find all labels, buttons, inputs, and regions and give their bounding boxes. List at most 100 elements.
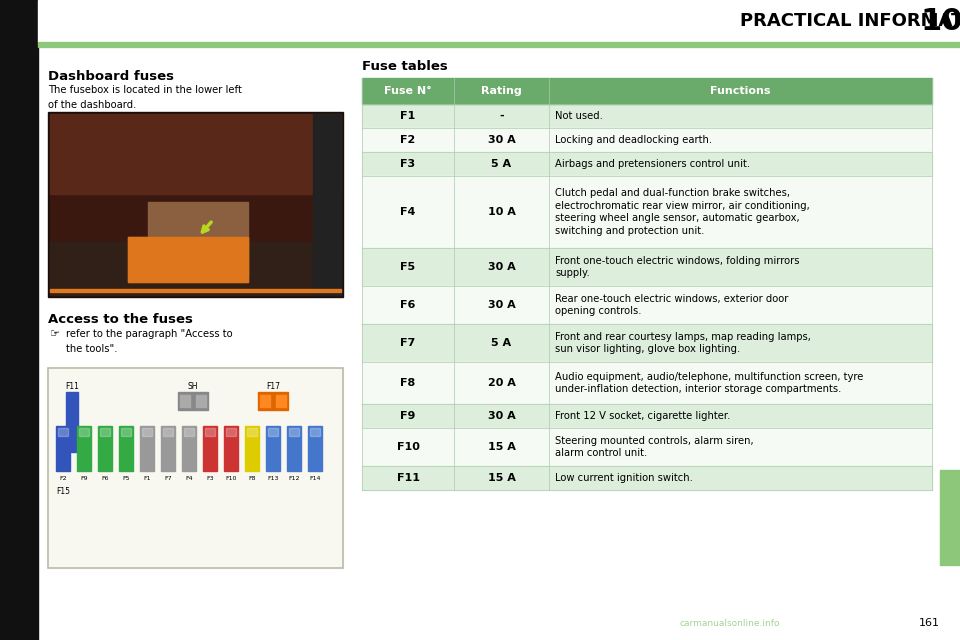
Bar xyxy=(77,426,91,471)
Text: Front and rear courtesy lamps, map reading lamps,
sun visor lighting, glove box : Front and rear courtesy lamps, map readi… xyxy=(555,332,811,355)
Bar xyxy=(362,248,454,286)
Bar xyxy=(245,426,259,471)
Bar xyxy=(454,428,549,466)
Text: 15 A: 15 A xyxy=(488,473,516,483)
Bar xyxy=(121,428,131,436)
Bar xyxy=(268,428,278,436)
Text: Fuse N°: Fuse N° xyxy=(384,86,432,96)
Text: refer to the paragraph "Access to
the tools".: refer to the paragraph "Access to the to… xyxy=(66,329,232,354)
Text: F10: F10 xyxy=(396,442,420,452)
Bar xyxy=(128,237,248,282)
Bar xyxy=(58,428,68,436)
Bar xyxy=(454,152,549,176)
Bar xyxy=(313,114,341,295)
Text: 30 A: 30 A xyxy=(488,135,516,145)
Bar xyxy=(140,426,154,471)
Bar xyxy=(163,428,173,436)
Text: ☞: ☞ xyxy=(50,329,60,339)
Bar xyxy=(549,152,932,176)
Bar xyxy=(362,176,454,248)
Bar xyxy=(454,248,549,286)
Bar xyxy=(549,428,932,466)
Bar xyxy=(549,248,932,286)
Bar xyxy=(48,368,343,568)
Bar xyxy=(48,368,343,568)
Text: F11: F11 xyxy=(396,473,420,483)
Text: PRACTICAL INFORMATION: PRACTICAL INFORMATION xyxy=(740,12,960,30)
Bar xyxy=(180,395,190,407)
Text: The fusebox is located in the lower left
of the dashboard.: The fusebox is located in the lower left… xyxy=(48,85,242,110)
Bar xyxy=(454,466,549,490)
Text: F2: F2 xyxy=(400,135,416,145)
Text: F4: F4 xyxy=(185,476,193,481)
Text: 10: 10 xyxy=(921,6,960,35)
Bar xyxy=(940,470,960,565)
Bar xyxy=(362,152,454,176)
Bar xyxy=(276,395,286,407)
Bar xyxy=(549,78,932,104)
Bar xyxy=(549,128,932,152)
Bar xyxy=(184,428,194,436)
Bar xyxy=(258,392,288,410)
Text: F10: F10 xyxy=(226,476,237,481)
Text: F14: F14 xyxy=(309,476,321,481)
Bar xyxy=(119,426,133,471)
Text: Steering mounted controls, alarm siren,
alarm control unit.: Steering mounted controls, alarm siren, … xyxy=(555,436,754,458)
Text: Low current ignition switch.: Low current ignition switch. xyxy=(555,473,693,483)
Text: Airbags and pretensioners control unit.: Airbags and pretensioners control unit. xyxy=(555,159,750,169)
Bar xyxy=(79,428,89,436)
Bar xyxy=(0,0,960,42)
Bar xyxy=(247,428,257,436)
Text: F1: F1 xyxy=(143,476,151,481)
Bar xyxy=(549,404,932,428)
Text: Audio equipment, audio/telephone, multifunction screen, tyre
under-inflation det: Audio equipment, audio/telephone, multif… xyxy=(555,372,863,394)
Bar xyxy=(362,404,454,428)
Bar xyxy=(454,404,549,428)
Bar xyxy=(50,289,341,292)
Text: 5 A: 5 A xyxy=(492,338,512,348)
Text: carmanualsonline.info: carmanualsonline.info xyxy=(680,619,780,628)
Bar xyxy=(161,426,175,471)
Text: F4: F4 xyxy=(400,207,416,217)
Bar xyxy=(38,42,960,47)
Bar xyxy=(454,104,549,128)
Text: 15 A: 15 A xyxy=(488,442,516,452)
Text: F6: F6 xyxy=(101,476,108,481)
Bar xyxy=(362,466,454,490)
Bar xyxy=(50,114,341,295)
Text: F9: F9 xyxy=(81,476,87,481)
Text: Fuse tables: Fuse tables xyxy=(362,60,447,73)
Bar xyxy=(128,237,248,282)
Bar xyxy=(308,426,322,471)
Bar xyxy=(56,426,70,471)
Text: 30 A: 30 A xyxy=(488,411,516,421)
Bar xyxy=(182,426,196,471)
Bar xyxy=(48,112,343,297)
Bar xyxy=(38,0,960,42)
Bar xyxy=(549,286,932,324)
Text: F1: F1 xyxy=(400,111,416,121)
Bar xyxy=(549,324,932,362)
Bar xyxy=(362,78,454,104)
Bar xyxy=(362,428,454,466)
Bar xyxy=(0,0,38,640)
Bar xyxy=(66,392,78,452)
Text: 5 A: 5 A xyxy=(492,159,512,169)
Text: F7: F7 xyxy=(400,338,416,348)
Bar xyxy=(362,104,454,128)
Text: F8: F8 xyxy=(400,378,416,388)
Text: F9: F9 xyxy=(400,411,416,421)
Text: 30 A: 30 A xyxy=(488,262,516,272)
Text: F5: F5 xyxy=(400,262,416,272)
Text: 30 A: 30 A xyxy=(488,300,516,310)
Text: F3: F3 xyxy=(206,476,214,481)
Text: F2: F2 xyxy=(60,476,67,481)
Text: F6: F6 xyxy=(400,300,416,310)
Bar xyxy=(178,392,208,410)
Bar xyxy=(266,426,280,471)
Text: F17: F17 xyxy=(266,382,280,391)
Bar xyxy=(549,362,932,404)
Bar xyxy=(287,426,301,471)
Bar xyxy=(454,324,549,362)
Bar xyxy=(224,426,238,471)
